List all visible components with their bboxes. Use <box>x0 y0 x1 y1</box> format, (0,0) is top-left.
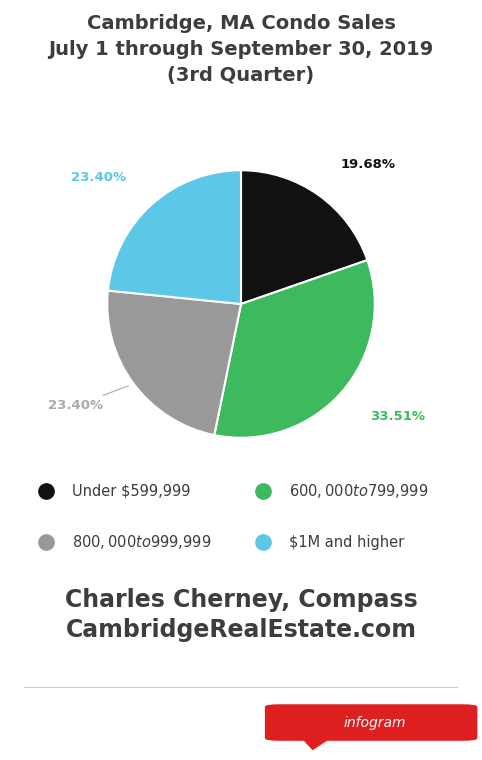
Text: $1M and higher: $1M and higher <box>289 535 404 549</box>
Text: Under $599,999: Under $599,999 <box>72 484 190 499</box>
Text: Cambridge, MA Condo Sales
July 1 through September 30, 2019
(3rd Quarter): Cambridge, MA Condo Sales July 1 through… <box>48 14 434 84</box>
Wedge shape <box>107 290 241 435</box>
Text: 23.40%: 23.40% <box>71 170 126 183</box>
Wedge shape <box>241 170 367 304</box>
Text: 33.51%: 33.51% <box>370 410 425 423</box>
Wedge shape <box>108 170 241 304</box>
Polygon shape <box>302 738 331 750</box>
Text: infogram: infogram <box>344 716 406 730</box>
Text: $600,000 to $799,999: $600,000 to $799,999 <box>289 483 428 500</box>
Wedge shape <box>214 260 375 438</box>
Text: 23.40%: 23.40% <box>48 386 129 412</box>
FancyBboxPatch shape <box>265 705 477 741</box>
Text: 19.68%: 19.68% <box>340 158 395 171</box>
Text: $800,000 to $999,999: $800,000 to $999,999 <box>72 534 211 551</box>
Text: Charles Cherney, Compass
CambridgeRealEstate.com: Charles Cherney, Compass CambridgeRealEs… <box>65 588 417 641</box>
